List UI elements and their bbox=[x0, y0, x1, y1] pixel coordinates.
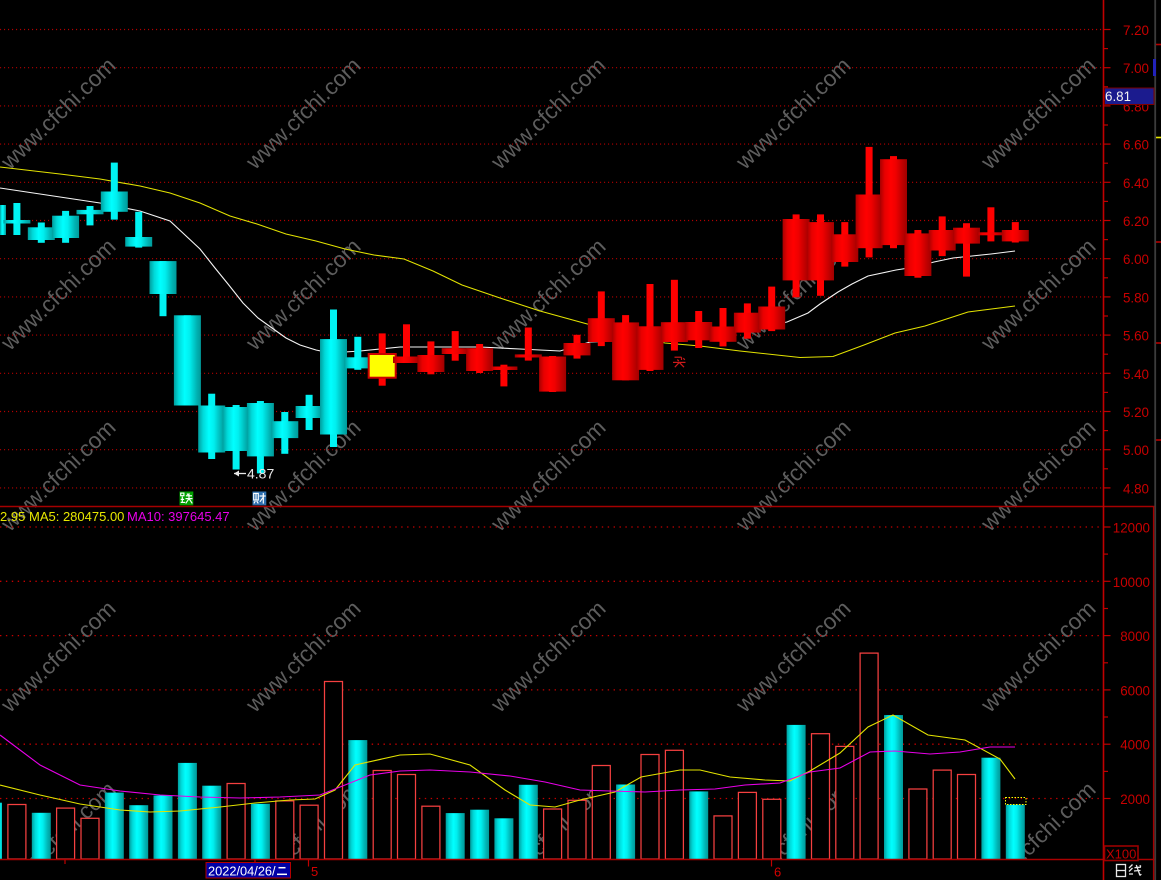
svg-text:4.87: 4.87 bbox=[247, 466, 274, 482]
svg-text:4.80: 4.80 bbox=[1123, 481, 1149, 496]
svg-text:2022/04/26/: 2022/04/26/ bbox=[208, 864, 276, 879]
svg-text:6000: 6000 bbox=[1120, 683, 1150, 698]
svg-text:MA5: 280475.00: MA5: 280475.00 bbox=[29, 509, 124, 524]
svg-text:2.95: 2.95 bbox=[0, 509, 25, 524]
svg-text:7.00: 7.00 bbox=[1123, 61, 1149, 76]
svg-text:10000: 10000 bbox=[1113, 575, 1150, 590]
svg-text:5.00: 5.00 bbox=[1123, 443, 1149, 458]
svg-text:X100: X100 bbox=[1106, 847, 1136, 862]
svg-text:6: 6 bbox=[774, 865, 781, 880]
svg-text:7.20: 7.20 bbox=[1123, 23, 1149, 38]
svg-text:5: 5 bbox=[311, 864, 318, 879]
svg-text:MA10: 397645.47: MA10: 397645.47 bbox=[127, 509, 230, 524]
svg-text:4000: 4000 bbox=[1120, 738, 1150, 753]
svg-text:6.60: 6.60 bbox=[1123, 138, 1149, 153]
svg-text:5.80: 5.80 bbox=[1123, 290, 1149, 305]
svg-text:5.60: 5.60 bbox=[1123, 329, 1149, 344]
svg-text:5.40: 5.40 bbox=[1123, 367, 1149, 382]
svg-text:6.40: 6.40 bbox=[1123, 176, 1149, 191]
svg-text:5.20: 5.20 bbox=[1123, 405, 1149, 420]
svg-text:6.20: 6.20 bbox=[1123, 214, 1149, 229]
svg-text:12000: 12000 bbox=[1113, 521, 1150, 536]
svg-text:6.00: 6.00 bbox=[1123, 252, 1149, 267]
svg-text:6.81: 6.81 bbox=[1105, 89, 1131, 104]
svg-text:2000: 2000 bbox=[1120, 792, 1150, 807]
svg-text:8000: 8000 bbox=[1120, 629, 1150, 644]
